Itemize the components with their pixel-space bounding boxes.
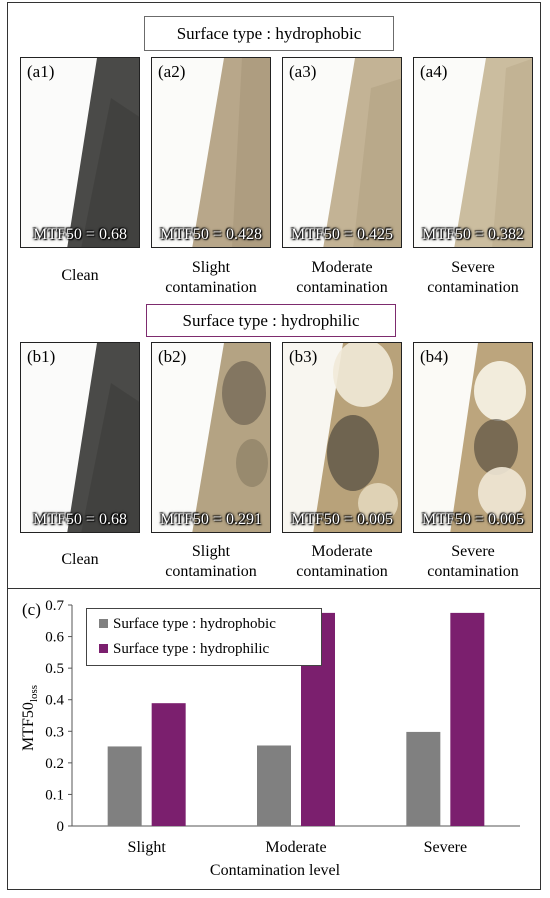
panel-a2-image [152,58,270,247]
panel-b1-mtf-value: MTF50 = 0.68 [33,511,127,528]
panel-b3-mtf-value: MTF50 = 0.005 [291,511,393,528]
hydrophilic-surface-label: Surface type : hydrophilic [146,304,396,337]
y-tick-label: 0.5 [45,661,64,677]
panel-a3-mtf-value: MTF50 = 0.425 [291,226,393,243]
x-tick-label: Slight [128,839,167,856]
panel-b2-image [152,343,270,532]
y-axis-label: MTF50loss [20,685,40,751]
panel-a1: (a1) MTF50 = 0.68 [20,57,140,248]
y-axis-label-main: MTF50 [19,702,37,752]
panel-a2: (a2) MTF50 = 0.428 [151,57,271,248]
caption-b2: Slight contamination [165,543,257,580]
caption-a4: Severe contamination [427,259,519,296]
panel-b3: (b3) MTF50 = 0.005 [282,342,402,533]
y-tick-label: 0 [57,819,65,835]
x-axis-label: Contamination level [209,862,341,879]
y-tick-label: 0.2 [45,756,64,772]
y-tick-label: 0.4 [45,693,64,709]
panel-c-label: (c) [22,600,41,619]
caption-a3: Moderate contamination [296,259,388,296]
panel-a3: (a3) MTF50 = 0.425 [282,57,402,248]
x-tick-label: Moderate [265,839,326,856]
panel-a2-mtf-value: MTF50 = 0.428 [160,226,262,243]
legend-label-hydrophobic: Surface type : hydrophobic [113,616,276,632]
panel-a3-label: (a3) [289,62,317,81]
figure-frame [7,2,541,890]
panel-a4: (a4) MTF50 = 0.382 [413,57,533,248]
caption-b4: Severe contamination [427,543,519,580]
panel-b4-mtf-value: MTF50 = 0.005 [422,511,524,528]
panel-b3-label: (b3) [289,347,318,366]
panel-a1-label: (a1) [27,62,55,81]
panel-a4-image [414,58,532,247]
panel-b1-image [21,343,139,532]
panel-a4-label: (a4) [420,62,448,81]
panel-a1-mtf-value: MTF50 = 0.68 [33,226,127,243]
panel-a3-image [283,58,401,247]
y-tick-label: 0.3 [45,724,64,740]
bar [257,745,291,826]
legend-swatch-hydrophobic [99,619,108,628]
panel-b4-image [414,343,532,532]
panel-b4: (b4) MTF50 = 0.005 [413,342,533,533]
bar-chart: 0 0.1 0.2 0.3 0.4 0.5 0.6 0.7 Slight Moderate Seve… [45,598,520,856]
panel-b2-label: (b2) [158,347,187,366]
panel-b3-image [283,343,401,532]
legend-label-hydrophilic: Surface type : hydrophilic [113,641,270,657]
hydrophobic-surface-label: Surface type : hydrophobic [144,16,394,51]
caption-b3: Moderate contamination [296,543,388,580]
y-tick-label: 0.7 [45,598,64,614]
chart-legend: Surface type : hydrophobic Surface type … [86,608,322,666]
caption-a1: Clean [61,267,99,284]
caption-b1: Clean [61,551,99,568]
bar [107,746,142,826]
panel-a1-image [21,58,139,247]
panel-b2: (b2) MTF50 = 0.291 [151,342,271,533]
y-tick-label: 0.6 [45,630,64,646]
x-tick-label: Severe [424,839,468,856]
panel-a4-mtf-value: MTF50 = 0.382 [422,226,524,243]
panel-b2-mtf-value: MTF50 = 0.291 [160,511,262,528]
bar [406,731,441,826]
panel-b1-label: (b1) [27,347,56,366]
legend-swatch-hydrophilic [99,644,108,653]
bar [450,612,485,826]
panel-b4-label: (b4) [420,347,449,366]
legend-item-hydrophobic: Surface type : hydrophobic [99,616,276,633]
legend-item-hydrophilic: Surface type : hydrophilic [99,641,269,658]
panel-b1: (b1) MTF50 = 0.68 [20,342,140,533]
y-tick-label: 0.1 [45,787,64,803]
section-divider [7,588,541,589]
panel-a2-label: (a2) [158,62,186,81]
bar [151,703,186,826]
y-axis-label-subscript: loss [28,684,41,703]
caption-a2: Slight contamination [165,259,257,296]
